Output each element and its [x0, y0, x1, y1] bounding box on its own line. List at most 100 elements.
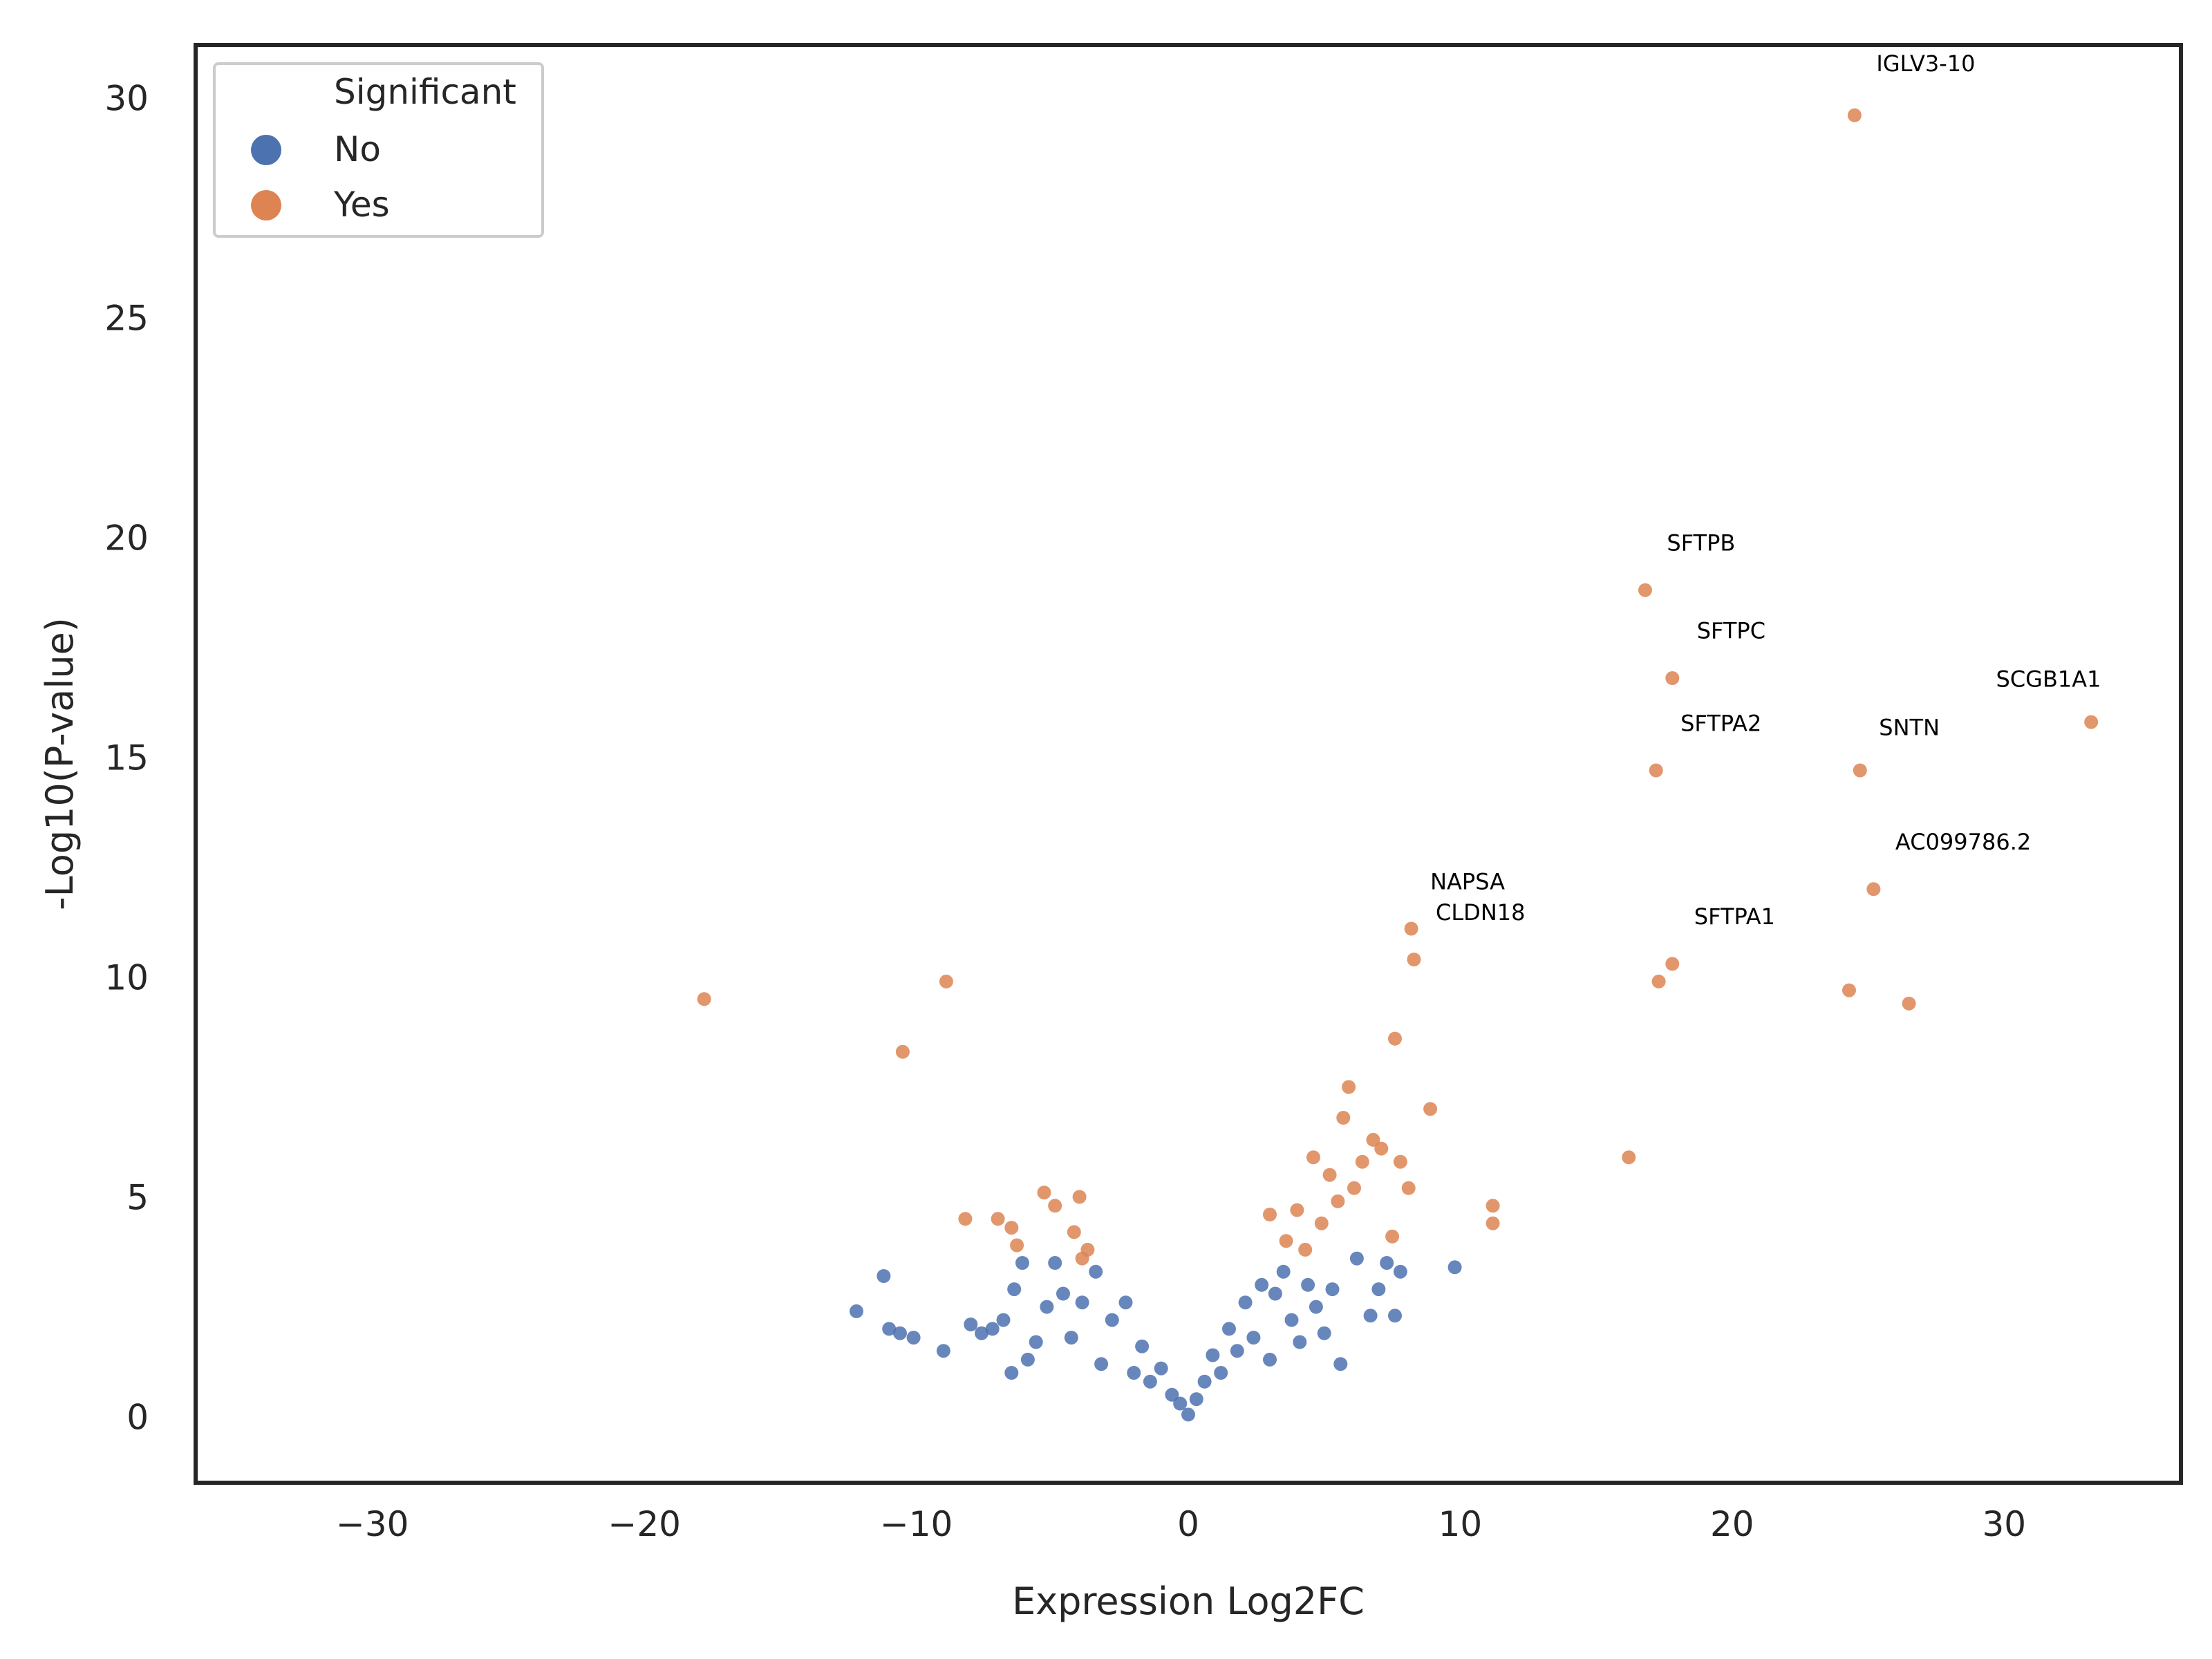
legend: Significant No Yes	[214, 64, 543, 236]
point-yes-40	[1649, 764, 1663, 778]
point-yes-42	[1665, 671, 1679, 685]
point-no-19	[1076, 1295, 1089, 1309]
point-yes-38	[1405, 922, 1418, 936]
point-yes-43	[1665, 957, 1679, 971]
gene-annotations: IGLV3-10 SFTPB SFTPC SCGB1A1 SFTPA2 SNTN AC099…	[1430, 50, 2101, 930]
point-no-30	[1181, 1407, 1195, 1421]
point-yes-17	[1306, 1150, 1320, 1164]
point-no-56	[1448, 1260, 1462, 1274]
legend-marker-yes	[251, 190, 281, 221]
point-no-47	[1318, 1327, 1331, 1340]
point-no-8	[986, 1322, 1000, 1335]
annotation-ac099786-2: AC099786.2	[1895, 829, 2031, 855]
point-no-10	[1004, 1366, 1018, 1380]
y-tick-label: 15	[104, 738, 149, 778]
point-no-55	[1394, 1265, 1407, 1279]
annotation-sftpa1: SFTPA1	[1694, 903, 1775, 930]
point-no-48	[1326, 1282, 1340, 1296]
legend-marker-no	[251, 135, 281, 165]
point-no-38	[1246, 1331, 1260, 1344]
point-no-16	[1048, 1256, 1062, 1270]
point-yes-36	[1842, 984, 1856, 997]
point-no-42	[1277, 1265, 1291, 1279]
point-no-18	[1065, 1331, 1078, 1344]
point-no-51	[1364, 1309, 1378, 1322]
y-tick-label: 0	[126, 1398, 149, 1438]
point-yes-9	[1067, 1225, 1081, 1239]
series-yes-points	[697, 109, 2099, 1266]
y-axis-label: -Log10(P-value)	[38, 617, 82, 910]
point-yes-12	[1073, 1190, 1087, 1204]
point-yes-11	[1080, 1243, 1094, 1257]
y-tick-label: 25	[104, 298, 149, 338]
point-no-14	[1029, 1335, 1043, 1349]
point-no-34	[1214, 1366, 1228, 1380]
x-tick-label: −30	[336, 1504, 409, 1544]
x-axis-label: Expression Log2FC	[1012, 1580, 1365, 1623]
point-no-0	[850, 1304, 863, 1318]
point-yes-13	[1263, 1208, 1277, 1221]
point-yes-6	[1010, 1239, 1024, 1253]
point-no-21	[1094, 1357, 1108, 1371]
series-no-points	[850, 1252, 1462, 1422]
point-yes-41	[1638, 583, 1652, 597]
x-tick-label: 0	[1177, 1504, 1199, 1544]
y-tick-label: 5	[126, 1178, 149, 1218]
annotation-cldn18: CLDN18	[1436, 899, 1525, 926]
point-yes-19	[1323, 1168, 1337, 1182]
point-yes-20	[1331, 1194, 1344, 1208]
point-yes-29	[1394, 1155, 1407, 1169]
annotation-sftpa2: SFTPA2	[1680, 710, 1761, 736]
point-no-33	[1206, 1349, 1219, 1362]
point-yes-2	[939, 975, 953, 988]
point-no-6	[964, 1318, 977, 1331]
point-no-31	[1190, 1392, 1203, 1406]
plot-frame	[196, 45, 2181, 1483]
point-yes-30	[1402, 1181, 1416, 1195]
y-axis-ticks: 0 5 10 15 20 25 30	[104, 78, 149, 1437]
annotation-sftpb: SFTPB	[1667, 530, 1735, 556]
point-yes-33	[1486, 1217, 1500, 1230]
point-yes-39	[1407, 953, 1421, 966]
point-yes-1	[896, 1045, 910, 1059]
annotation-sntn: SNTN	[1879, 715, 1940, 741]
point-no-12	[1015, 1256, 1029, 1270]
point-yes-44	[1848, 109, 1862, 122]
y-tick-label: 10	[104, 958, 149, 998]
point-yes-28	[1388, 1032, 1402, 1046]
point-no-36	[1230, 1344, 1244, 1358]
point-yes-34	[1622, 1150, 1635, 1164]
x-axis-ticks: −30 −20 −10 0 10 20 30	[336, 1504, 2026, 1544]
x-tick-label: 30	[1982, 1504, 2026, 1544]
point-yes-4	[991, 1212, 1005, 1226]
annotation-sftpc: SFTPC	[1697, 618, 1765, 644]
point-no-24	[1127, 1366, 1141, 1380]
point-yes-3	[958, 1212, 972, 1226]
point-yes-14	[1280, 1234, 1293, 1248]
point-yes-35	[1652, 975, 1666, 988]
point-yes-23	[1347, 1181, 1361, 1195]
x-tick-label: −20	[608, 1504, 681, 1544]
point-no-5	[937, 1344, 950, 1358]
point-no-26	[1143, 1375, 1157, 1389]
annotation-iglv3-10: IGLV3-10	[1876, 50, 1975, 77]
point-yes-24	[1356, 1155, 1369, 1169]
annotation-napsa: NAPSA	[1430, 868, 1505, 894]
point-no-49	[1333, 1357, 1347, 1371]
point-no-32	[1198, 1375, 1212, 1389]
point-no-11	[1007, 1282, 1021, 1296]
point-yes-21	[1336, 1111, 1350, 1125]
x-tick-label: 20	[1710, 1504, 1754, 1544]
point-no-25	[1135, 1340, 1149, 1353]
annotation-scgb1a1: SCGB1A1	[1996, 666, 2101, 693]
point-yes-5	[1004, 1221, 1018, 1235]
point-yes-32	[1486, 1199, 1500, 1212]
point-no-39	[1255, 1278, 1268, 1292]
point-yes-16	[1298, 1243, 1312, 1257]
point-yes-26	[1374, 1142, 1388, 1156]
point-yes-7	[1038, 1185, 1051, 1199]
point-no-52	[1371, 1282, 1385, 1296]
point-no-37	[1239, 1295, 1253, 1309]
